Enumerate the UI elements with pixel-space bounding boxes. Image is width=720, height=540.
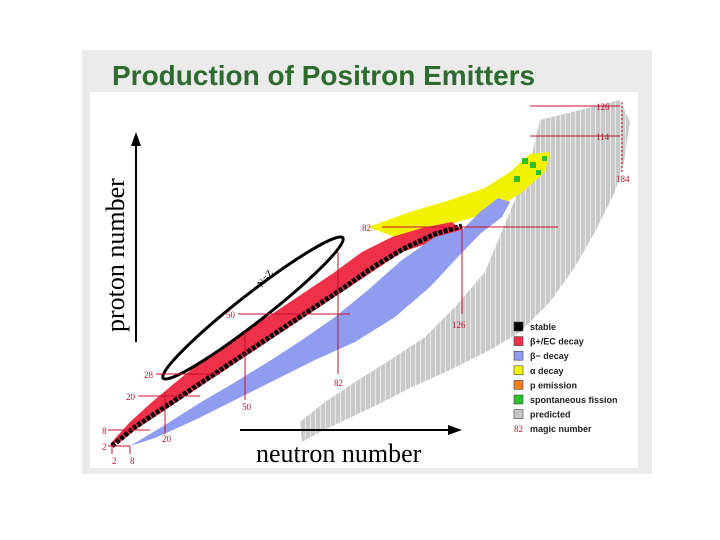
magic-z-50: 50 (226, 310, 236, 320)
legend-item: predicted (513, 409, 571, 420)
legend-item: β+/EC decay (513, 336, 584, 347)
legend-swatch (513, 409, 524, 419)
magic-z-114: 114 (596, 132, 610, 142)
legend-label: predicted (530, 410, 571, 420)
beta-minus-region (130, 198, 510, 446)
legend: stable β+/EC decay β− decay α decay p emissi… (513, 321, 618, 434)
legend-swatch (513, 350, 524, 361)
magic-number-lines (108, 102, 623, 454)
legend-swatch (513, 365, 524, 376)
legend-label: β+/EC decay (530, 337, 584, 347)
magic-n-82: 82 (334, 378, 343, 388)
legend-label: spontaneous fission (530, 395, 618, 405)
magic-z-2: 2 (102, 442, 107, 452)
alpha-decay-region (368, 152, 550, 237)
legend-swatch (513, 321, 524, 332)
magic-n-2: 2 (112, 456, 117, 466)
legend-label: stable (530, 322, 556, 332)
legend-item: stable (513, 321, 556, 332)
magic-z-20: 20 (126, 392, 136, 402)
magic-n-8: 8 (130, 456, 135, 466)
legend-item: p emission (513, 380, 577, 390)
chart-of-nuclides: N=Z 2 8 20 28 50 82 114 126 2 8 20 50 82… (101, 100, 630, 468)
magic-n-20: 20 (162, 434, 172, 444)
stability-valley (110, 223, 463, 448)
magic-z-126: 126 (596, 102, 610, 112)
legend-swatch (513, 336, 524, 346)
legend-label: magic number (530, 424, 592, 434)
legend-label: α decay (530, 366, 564, 376)
magic-z-28: 28 (144, 370, 154, 380)
legend-item: spontaneous fission (513, 394, 618, 405)
magic-z-82: 82 (362, 223, 371, 233)
y-axis-title: proton number (101, 178, 130, 332)
legend-marker: 82 (514, 424, 523, 434)
proton-magic-labels: 2 8 20 28 50 82 114 126 (102, 102, 610, 452)
slide-title: Production of Positron Emitters (112, 60, 536, 91)
magic-z-8: 8 (102, 426, 107, 436)
magic-n-126: 126 (452, 320, 466, 330)
x-axis-title: neutron number (256, 439, 422, 468)
nz-envelope (161, 235, 345, 381)
legend-item: 82 magic number (514, 424, 592, 434)
predicted-region (300, 100, 630, 442)
neutron-magic-labels: 2 8 20 50 82 126 184 (112, 174, 630, 466)
legend-item: β− decay (513, 350, 569, 361)
legend-item: α decay (513, 365, 564, 376)
magic-n-50: 50 (242, 402, 252, 412)
nz-label: N=Z (256, 268, 276, 290)
y-axis-arrow (131, 132, 141, 342)
magic-n-184: 184 (616, 174, 630, 184)
legend-label: β− decay (530, 351, 569, 361)
legend-label: p emission (530, 380, 577, 390)
x-axis-arrow (240, 425, 462, 435)
legend-swatch (513, 380, 524, 390)
legend-swatch (513, 394, 524, 405)
spontaneous-fission-region (514, 156, 547, 182)
